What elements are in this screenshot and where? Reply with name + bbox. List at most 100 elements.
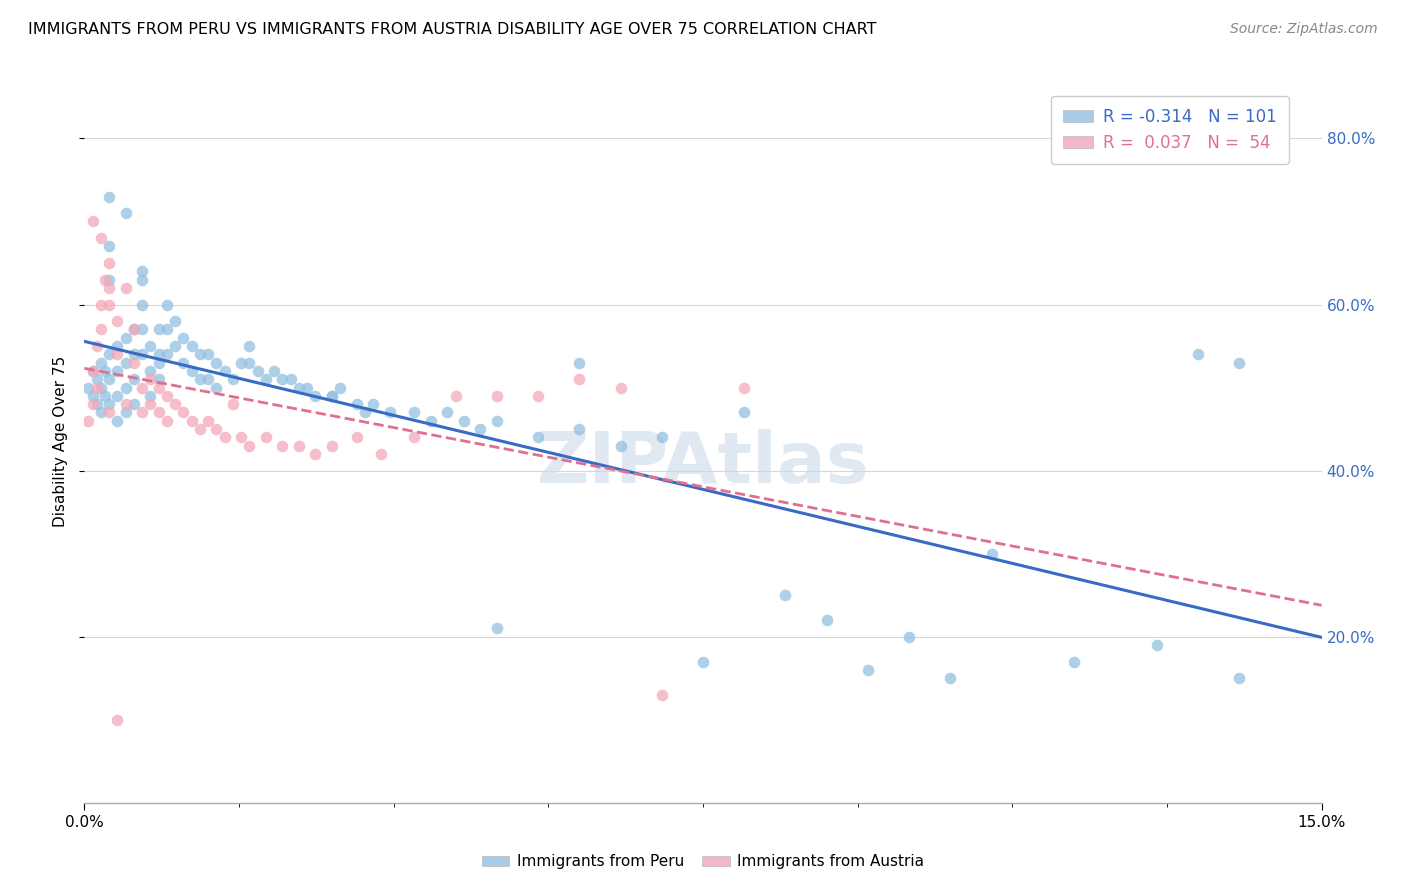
Point <box>86 339 108 353</box>
Point <box>254 430 277 444</box>
Point <box>444 389 467 403</box>
Point <box>419 414 441 428</box>
Point <box>114 397 136 411</box>
Point <box>180 339 202 353</box>
Point <box>263 364 285 378</box>
Point <box>856 663 879 677</box>
Point <box>346 397 368 411</box>
Point <box>122 397 145 411</box>
Point <box>122 347 145 361</box>
Point <box>651 430 673 444</box>
Point <box>939 671 962 685</box>
Point <box>280 372 302 386</box>
Point <box>180 364 202 378</box>
Point <box>692 655 714 669</box>
Point <box>148 405 170 419</box>
Point <box>156 414 179 428</box>
Point <box>1187 347 1209 361</box>
Point <box>1146 638 1168 652</box>
Point <box>329 380 352 394</box>
Point <box>188 372 211 386</box>
Point <box>94 389 117 403</box>
Point <box>288 439 311 453</box>
Point <box>82 389 104 403</box>
Point <box>131 264 153 278</box>
Point <box>105 347 128 361</box>
Text: Source: ZipAtlas.com: Source: ZipAtlas.com <box>1230 22 1378 37</box>
Point <box>105 339 128 353</box>
Point <box>105 414 128 428</box>
Point <box>229 356 252 370</box>
Text: IMMIGRANTS FROM PERU VS IMMIGRANTS FROM AUSTRIA DISABILITY AGE OVER 75 CORRELATI: IMMIGRANTS FROM PERU VS IMMIGRANTS FROM … <box>28 22 876 37</box>
Point <box>214 364 236 378</box>
Point <box>105 389 128 403</box>
Point <box>238 339 260 353</box>
Point <box>295 380 318 394</box>
Point <box>98 397 121 411</box>
Point <box>568 372 591 386</box>
Point <box>188 347 211 361</box>
Point <box>139 397 162 411</box>
Point <box>485 389 508 403</box>
Point <box>131 272 153 286</box>
Point <box>98 272 121 286</box>
Point <box>86 380 108 394</box>
Point <box>105 713 128 727</box>
Point <box>980 547 1002 561</box>
Point <box>404 430 426 444</box>
Point <box>254 372 277 386</box>
Point <box>131 380 153 394</box>
Legend: R = -0.314   N = 101, R =  0.037   N =  54: R = -0.314 N = 101, R = 0.037 N = 54 <box>1052 95 1288 163</box>
Point <box>105 314 128 328</box>
Point <box>733 380 755 394</box>
Point <box>148 372 170 386</box>
Point <box>197 414 219 428</box>
Point <box>733 405 755 419</box>
Point <box>609 380 631 394</box>
Point <box>131 322 153 336</box>
Point <box>114 331 136 345</box>
Point <box>139 364 162 378</box>
Point <box>114 281 136 295</box>
Point <box>436 405 458 419</box>
Point <box>214 430 236 444</box>
Point <box>180 414 202 428</box>
Point <box>114 405 136 419</box>
Point <box>156 389 179 403</box>
Point <box>82 364 104 378</box>
Point <box>485 621 508 635</box>
Point <box>90 356 112 370</box>
Point <box>304 447 326 461</box>
Point <box>148 347 170 361</box>
Point <box>82 397 104 411</box>
Point <box>485 414 508 428</box>
Point <box>165 314 187 328</box>
Point <box>1227 671 1250 685</box>
Point <box>1227 356 1250 370</box>
Point <box>98 372 121 386</box>
Point <box>229 430 252 444</box>
Point <box>131 405 153 419</box>
Point <box>205 356 228 370</box>
Point <box>98 189 121 203</box>
Point <box>527 389 550 403</box>
Point <box>77 414 100 428</box>
Point <box>148 356 170 370</box>
Point <box>609 439 631 453</box>
Point <box>156 347 179 361</box>
Point <box>98 256 121 270</box>
Point <box>165 339 187 353</box>
Point <box>82 364 104 378</box>
Point <box>222 372 245 386</box>
Point <box>205 422 228 436</box>
Legend: Immigrants from Peru, Immigrants from Austria: Immigrants from Peru, Immigrants from Au… <box>475 848 931 875</box>
Point <box>139 339 162 353</box>
Point <box>131 297 153 311</box>
Point <box>139 372 162 386</box>
Point <box>568 422 591 436</box>
Point <box>898 630 921 644</box>
Point <box>238 439 260 453</box>
Y-axis label: Disability Age Over 75: Disability Age Over 75 <box>53 356 69 527</box>
Point <box>98 239 121 253</box>
Point <box>122 372 145 386</box>
